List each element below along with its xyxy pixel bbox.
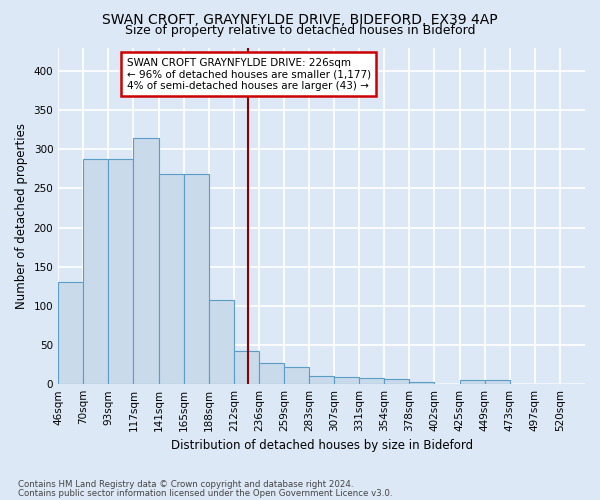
Text: Contains HM Land Registry data © Crown copyright and database right 2024.: Contains HM Land Registry data © Crown c… [18,480,353,489]
Bar [109,158,133,384]
Text: Size of property relative to detached houses in Bideford: Size of property relative to detached ho… [125,24,475,37]
Bar [234,352,259,384]
Bar [133,138,158,384]
Bar [184,174,209,384]
X-axis label: Distribution of detached houses by size in Bideford: Distribution of detached houses by size … [170,440,473,452]
Bar [385,378,409,384]
Bar [485,380,510,384]
Text: Contains public sector information licensed under the Open Government Licence v3: Contains public sector information licen… [18,489,392,498]
Bar [359,378,385,384]
Text: SWAN CROFT, GRAYNFYLDE DRIVE, BIDEFORD, EX39 4AP: SWAN CROFT, GRAYNFYLDE DRIVE, BIDEFORD, … [102,12,498,26]
Bar [158,174,184,384]
Y-axis label: Number of detached properties: Number of detached properties [15,123,28,309]
Bar [209,300,234,384]
Bar [334,377,359,384]
Bar [58,282,83,384]
Bar [460,380,485,384]
Bar [309,376,334,384]
Bar [284,367,309,384]
Bar [259,363,284,384]
Bar [409,382,434,384]
Bar [83,158,109,384]
Text: SWAN CROFT GRAYNFYLDE DRIVE: 226sqm
← 96% of detached houses are smaller (1,177): SWAN CROFT GRAYNFYLDE DRIVE: 226sqm ← 96… [127,58,371,91]
